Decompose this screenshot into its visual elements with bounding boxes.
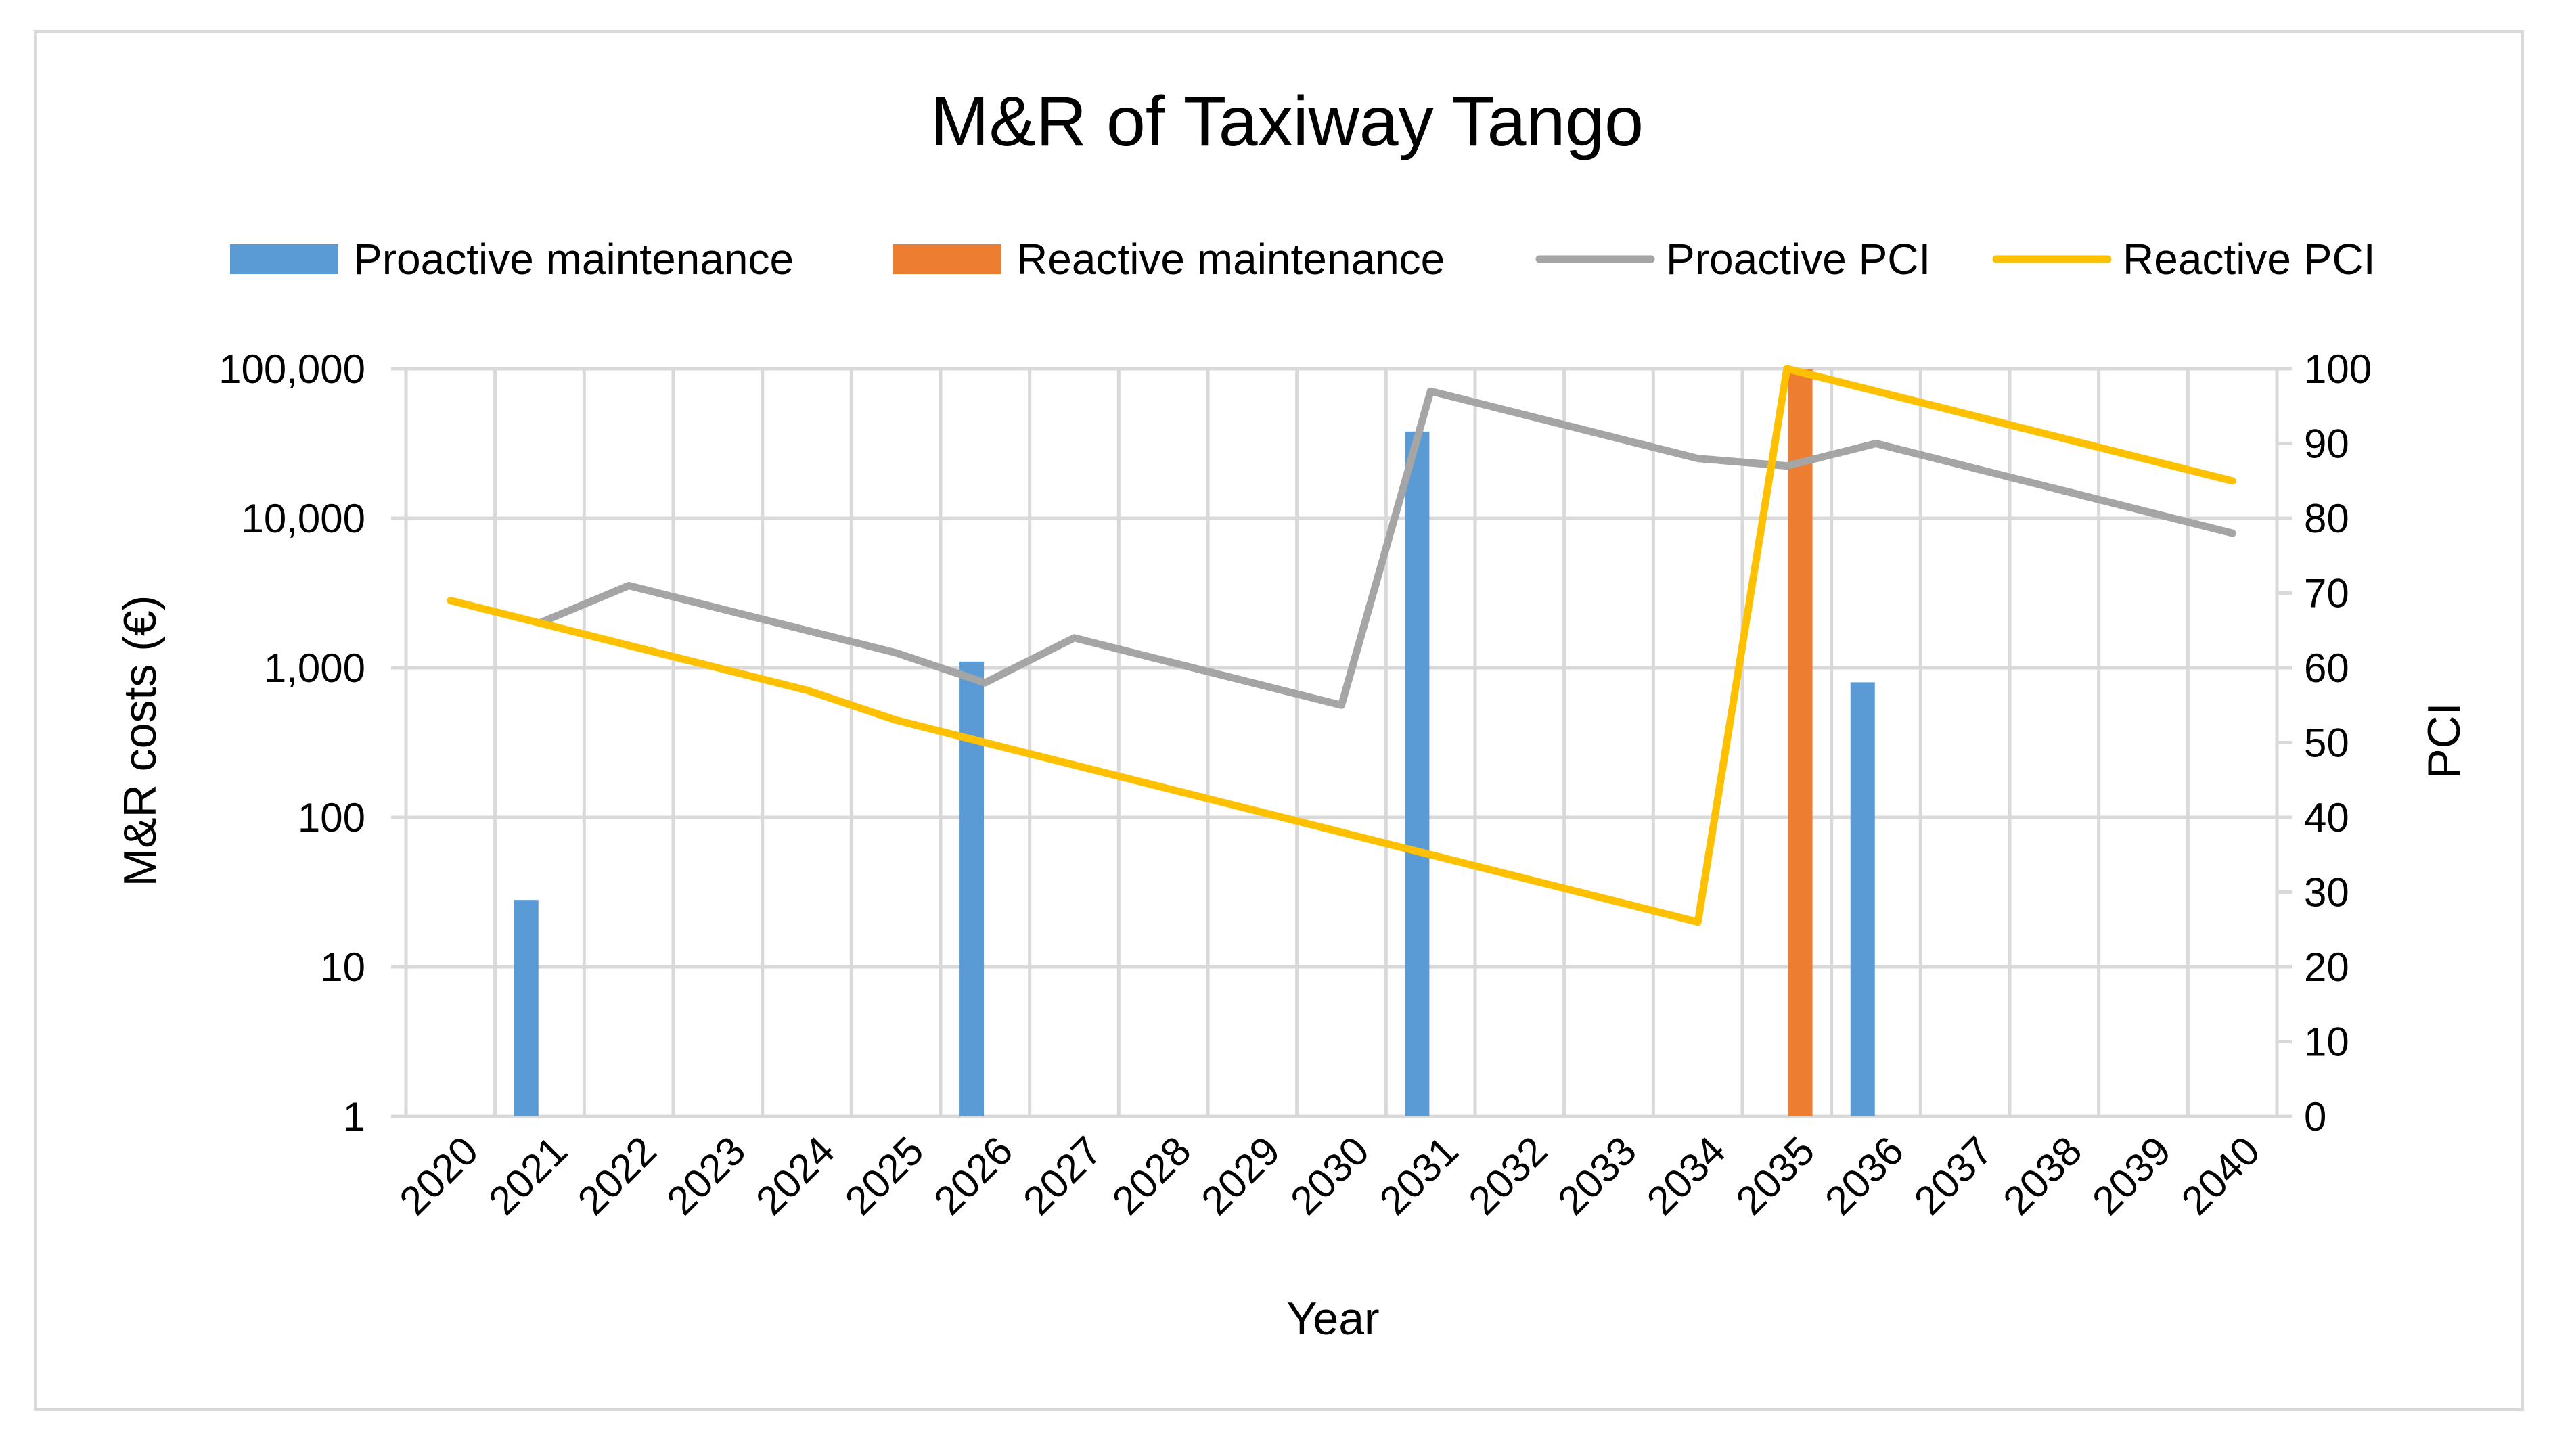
x-tick-label: 2031 bbox=[1371, 1128, 1467, 1224]
y-axis-left-title: M&R costs (€) bbox=[114, 595, 166, 887]
y2-tick-label: 70 bbox=[2304, 571, 2349, 616]
bar-proactive-maintenance bbox=[514, 900, 539, 1116]
y2-tick-label: 100 bbox=[2304, 346, 2372, 392]
x-tick-label: 2028 bbox=[1104, 1128, 1200, 1224]
x-tick-label: 2029 bbox=[1193, 1128, 1289, 1224]
y2-tick-label: 0 bbox=[2304, 1094, 2326, 1139]
x-tick-label: 2026 bbox=[926, 1128, 1022, 1224]
bar-proactive-maintenance bbox=[1405, 431, 1430, 1116]
x-tick-label: 2020 bbox=[391, 1128, 487, 1224]
bar-proactive-maintenance bbox=[1850, 682, 1875, 1116]
legend-label: Reactive maintenance bbox=[1016, 235, 1445, 283]
x-tick-label: 2022 bbox=[569, 1128, 665, 1224]
y-axis-left-ticks: 1 10 100 1,000 10,000 100,000 bbox=[219, 346, 406, 1139]
legend-label: Proactive maintenance bbox=[353, 235, 794, 283]
x-tick-label: 2037 bbox=[1905, 1128, 2002, 1224]
bar-reactive-maintenance bbox=[1788, 369, 1813, 1116]
legend: Proactive maintenance Reactive maintenanc… bbox=[230, 235, 2375, 283]
x-axis-ticks: 2020202120222023202420252026202720282029… bbox=[391, 1128, 2269, 1224]
x-tick-label: 2034 bbox=[1638, 1128, 1734, 1224]
x-tick-label: 2039 bbox=[2083, 1128, 2180, 1224]
x-tick-label: 2033 bbox=[1549, 1128, 1645, 1224]
x-tick-label: 2030 bbox=[1282, 1128, 1378, 1224]
legend-label: Proactive PCI bbox=[1666, 235, 1930, 283]
y2-tick-label: 20 bbox=[2304, 945, 2349, 990]
y-tick-label: 10 bbox=[320, 945, 365, 990]
x-tick-label: 2027 bbox=[1014, 1128, 1110, 1224]
x-axis-title: Year bbox=[1286, 1293, 1379, 1344]
y-axis-right-title: PCI bbox=[2418, 702, 2470, 779]
y-tick-label: 1 bbox=[343, 1094, 365, 1139]
y2-tick-label: 60 bbox=[2304, 645, 2349, 691]
y2-tick-label: 90 bbox=[2304, 422, 2349, 467]
legend-swatch-proactive-maintenance bbox=[230, 244, 338, 274]
y2-tick-label: 10 bbox=[2304, 1020, 2349, 1065]
line-proactive-pci bbox=[536, 387, 2236, 709]
y-axis-right-ticks: 0 10 20 30 40 50 60 70 80 90 100 bbox=[2275, 346, 2372, 1139]
y-tick-label: 100 bbox=[298, 795, 365, 840]
bars bbox=[514, 369, 1875, 1116]
x-tick-label: 2036 bbox=[1816, 1128, 1912, 1224]
y2-tick-label: 30 bbox=[2304, 870, 2349, 915]
y-tick-label: 1,000 bbox=[264, 645, 365, 691]
x-tick-label: 2038 bbox=[1995, 1128, 2091, 1224]
legend-swatch-reactive-maintenance bbox=[893, 244, 1001, 274]
bar-proactive-maintenance bbox=[959, 661, 985, 1116]
y2-tick-label: 80 bbox=[2304, 496, 2349, 541]
y-tick-label: 10,000 bbox=[241, 496, 365, 541]
x-tick-label: 2040 bbox=[2173, 1128, 2269, 1224]
legend-label: Reactive PCI bbox=[2123, 235, 2375, 283]
x-tick-label: 2035 bbox=[1728, 1128, 1824, 1224]
x-tick-label: 2023 bbox=[658, 1128, 754, 1224]
y2-tick-label: 40 bbox=[2304, 795, 2349, 840]
y-tick-label: 100,000 bbox=[219, 346, 365, 392]
x-tick-label: 2025 bbox=[836, 1128, 932, 1224]
x-tick-label: 2032 bbox=[1460, 1128, 1556, 1224]
chart-title: M&R of Taxiway Tango bbox=[930, 83, 1644, 161]
line-reactive-pci bbox=[447, 365, 2236, 926]
y2-tick-label: 50 bbox=[2304, 721, 2349, 766]
lines bbox=[447, 365, 2236, 926]
x-tick-label: 2024 bbox=[747, 1128, 843, 1224]
x-tick-label: 2021 bbox=[480, 1128, 576, 1224]
gridlines bbox=[404, 367, 2279, 1118]
